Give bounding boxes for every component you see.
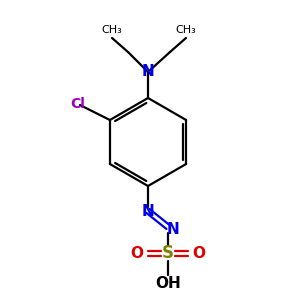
Text: N: N	[167, 221, 179, 236]
Text: CH₃: CH₃	[102, 25, 122, 35]
Text: O: O	[193, 245, 206, 260]
Text: N: N	[142, 64, 154, 79]
Text: N: N	[142, 203, 154, 218]
Text: O: O	[130, 245, 143, 260]
Text: Cl: Cl	[70, 97, 86, 111]
Text: S: S	[162, 244, 174, 262]
Text: OH: OH	[155, 277, 181, 292]
Text: CH₃: CH₃	[176, 25, 197, 35]
